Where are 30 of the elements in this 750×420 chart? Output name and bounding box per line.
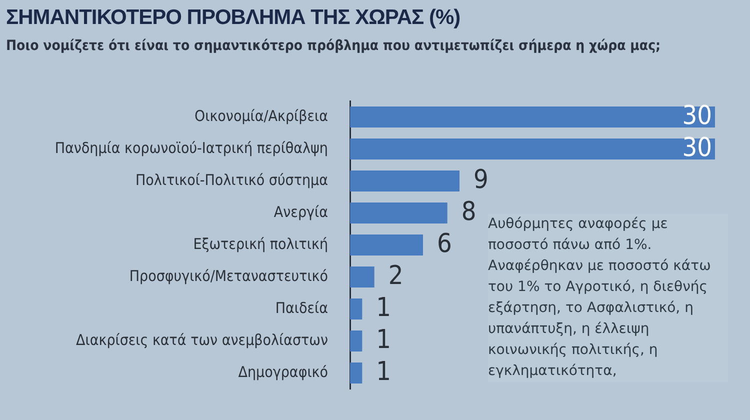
annotation: Αυθόρμητες αναφορές με ποσοστό πάνω από 1%. Αναφέρθηκαν με ποσοστό κάτω του 1% το Αγροτικό, η διεθνής εξάρτηση, το Ασφαλιστικό, η υπανάπτυξη, η έλλειψη κοινωνικής πολιτικής, η εγκληματικότητα,	[488, 214, 728, 382]
data-label: 30	[682, 100, 712, 131]
y-tick-label: Ανεργία	[274, 202, 328, 221]
chart-subtitle: Ποιο νομίζετε ότι είναι το σημαντικότερο πρόβλημα που αντιμετωπίζει σήμερα η χώρα μας;	[6, 38, 661, 54]
bar	[350, 106, 715, 128]
y-tick-label: Οικονομία/Ακρίβεια	[194, 106, 328, 125]
y-tick-label: Πολιτικοί-Πολιτικό σύστημα	[136, 170, 328, 189]
y-tick-label: Παιδεία	[275, 298, 328, 317]
data-label: 8	[461, 196, 476, 227]
y-tick-label: Εξωτερική πολιτική	[193, 234, 328, 253]
data-label: 30	[682, 132, 712, 163]
bar	[350, 138, 715, 160]
y-tick-label: Πανδημία κορωνοϊού-Ιατρική περίθαλψη	[54, 138, 328, 157]
bar	[350, 362, 362, 384]
chart-title: ΣΗΜΑΝΤΙΚΟΤΕΡΟ ΠΡΟΒΛΗΜΑ ΤΗΣ ΧΩΡΑΣ (%)	[6, 6, 460, 30]
data-label: 1	[376, 292, 392, 323]
bar	[350, 266, 374, 288]
bar	[350, 202, 448, 224]
bar	[350, 170, 460, 192]
data-label: 2	[388, 260, 404, 291]
y-tick-label: Προσφυγικό/Μεταναστευτικό	[129, 266, 328, 285]
data-label: 1	[376, 324, 392, 355]
data-label: 9	[474, 164, 488, 195]
y-tick-label: Διακρίσεις κατά των ανεμβολίαστων	[76, 330, 328, 349]
data-label: 1	[376, 356, 392, 387]
bar	[350, 330, 362, 352]
y-tick-label: Δημογραφικό	[238, 362, 328, 381]
bar	[350, 298, 362, 320]
data-label: 6	[437, 228, 452, 259]
bar	[350, 234, 423, 256]
